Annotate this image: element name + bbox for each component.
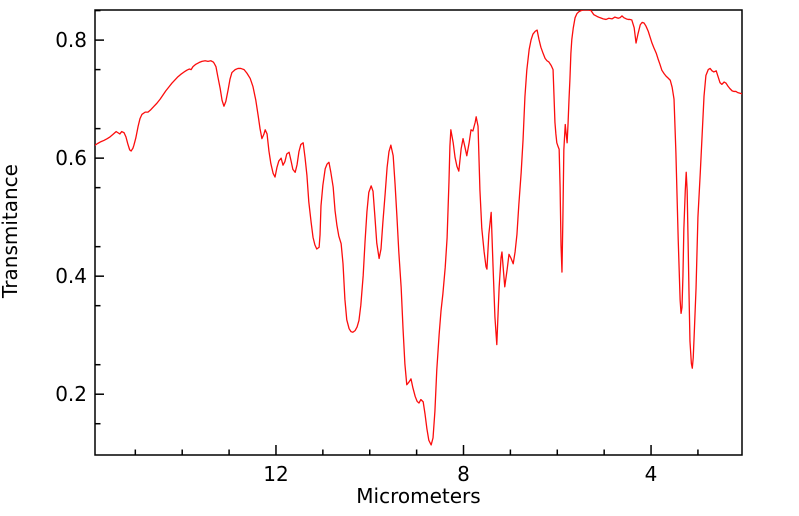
y-tick-labels: 0.8 0.6 0.4 0.2 xyxy=(55,28,87,406)
y-ticks xyxy=(95,9,104,425)
transmittance-spectrum-curve xyxy=(95,10,742,446)
plot-frame xyxy=(94,9,743,456)
x-tick-label: 4 xyxy=(645,462,658,486)
x-tick-label: 8 xyxy=(457,462,470,486)
x-tick-label: 12 xyxy=(263,462,288,486)
x-tick-labels: 12 8 4 xyxy=(263,462,657,486)
y-tick-label: 0.8 xyxy=(55,28,87,52)
y-tick-label: 0.2 xyxy=(55,382,87,406)
y-tick-label: 0.4 xyxy=(55,264,87,288)
plot-area: 12 8 4 0.8 0.6 0.4 0.2 xyxy=(55,9,743,486)
y-tick-label: 0.6 xyxy=(55,146,87,170)
y-axis-label: Transmitance xyxy=(0,164,22,299)
x-ticks xyxy=(134,445,699,455)
x-axis-label: Micrometers xyxy=(356,484,480,508)
